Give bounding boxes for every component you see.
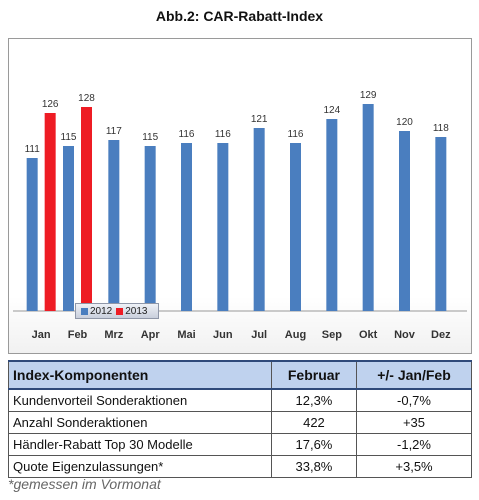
row-label: Quote Eigenzulassungen* <box>8 455 272 478</box>
x-tick-label-Mai: Mai <box>177 329 195 341</box>
row-february-value: 12,3% <box>270 388 358 412</box>
data-label-2012-Jan: 111 <box>25 144 41 155</box>
x-tick-label-Apr: Apr <box>141 329 161 341</box>
data-label-2012-Nov: 120 <box>396 117 413 128</box>
x-tick-label-Sep: Sep <box>322 329 342 341</box>
table-row: Quote Eigenzulassungen* 33,8% +3,5% <box>8 455 472 478</box>
x-tick-label-Feb: Feb <box>68 329 88 341</box>
table-header-row: Index-Komponenten Februar +/- Jan/Feb <box>8 360 472 390</box>
legend-swatch-2012 <box>81 307 88 315</box>
chart-area: 111 126 Jan 115 128 Feb 117 Mrz 115 Apr 116 Mai 116 J… <box>8 38 472 354</box>
data-label-2012-Sep: 124 <box>323 105 340 116</box>
bar-2012-Jul <box>253 128 265 311</box>
index-components-table: Index-Komponenten Februar +/- Jan/Feb Ku… <box>8 360 472 478</box>
data-label-2012-Jun: 116 <box>215 129 231 140</box>
figure-title: Abb.2: CAR-Rabatt-Index <box>155 8 324 24</box>
bar-2012-Apr <box>144 146 156 311</box>
table-row: Kundenvorteil Sonderaktionen 12,3% -0,7% <box>8 388 472 412</box>
x-tick-label-Nov: Nov <box>394 329 416 341</box>
data-label-2012-Dez: 118 <box>433 123 449 134</box>
x-tick-label-Dez: Dez <box>431 329 451 341</box>
header-february: Februar <box>270 360 358 390</box>
row-change-value: -0,7% <box>356 388 472 412</box>
data-label-2012-Mai: 116 <box>179 129 195 140</box>
header-components: Index-Komponenten <box>8 360 272 390</box>
data-label-2013-Feb: 128 <box>78 93 95 104</box>
table-row: Anzahl Sonderaktionen 422 +35 <box>8 411 472 434</box>
bar-2012-Dez <box>435 137 447 311</box>
x-tick-label-Mrz: Mrz <box>104 329 123 341</box>
x-tick-label-Okt: Okt <box>359 329 378 341</box>
legend-entry-2013: 2013 <box>116 305 148 317</box>
data-label-2012-Apr: 115 <box>142 132 158 143</box>
bar-2012-Aug <box>290 143 301 311</box>
data-label-2012-Mrz: 117 <box>106 126 122 137</box>
footnote: *gemessen im Vormonat <box>8 476 161 492</box>
row-label: Anzahl Sonderaktionen <box>8 411 272 434</box>
row-label: Kundenvorteil Sonderaktionen <box>8 388 272 412</box>
data-label-2012-Feb: 115 <box>61 132 77 143</box>
data-label-2013-Jan: 126 <box>42 99 59 110</box>
bar-chart: 111 126 Jan 115 128 Feb 117 Mrz 115 Apr 116 Mai 116 J… <box>13 90 467 341</box>
bar-2012-Jan <box>26 158 38 311</box>
bar-2012-Okt <box>362 104 374 311</box>
header-change: +/- Jan/Feb <box>356 360 472 390</box>
bar-2012-Mai <box>181 143 192 311</box>
bar-2012-Mrz <box>108 140 120 311</box>
data-label-2012-Jul: 121 <box>251 114 268 125</box>
legend-label-2013: 2013 <box>125 305 148 317</box>
data-label-2012-Aug: 116 <box>288 129 304 140</box>
data-label-2012-Okt: 129 <box>360 90 377 101</box>
row-february-value: 17,6% <box>270 433 358 456</box>
bar-2013-Jan <box>44 113 56 311</box>
chart-legend: 2012 2013 <box>75 303 159 319</box>
legend-entry-2012: 2012 <box>81 306 112 317</box>
row-change-value: +3,5% <box>356 455 472 478</box>
row-february-value: 422 <box>270 411 358 434</box>
x-tick-label-Jul: Jul <box>251 329 267 341</box>
row-change-value: -1,2% <box>356 433 472 456</box>
x-tick-label-Aug: Aug <box>285 329 306 341</box>
legend-label-2012: 2012 <box>90 305 113 317</box>
row-february-value: 33,8% <box>270 455 358 478</box>
bar-2012-Sep <box>326 119 338 311</box>
x-tick-label-Jan: Jan <box>32 329 51 341</box>
bar-2012-Nov <box>399 131 410 311</box>
legend-swatch-2013 <box>116 307 124 315</box>
bar-2013-Feb <box>81 107 92 311</box>
row-label: Händler-Rabatt Top 30 Modelle <box>8 433 272 456</box>
row-change-value: +35 <box>356 411 472 434</box>
x-tick-label-Jun: Jun <box>213 329 233 341</box>
bar-2012-Jun <box>217 143 229 311</box>
bar-2012-Feb <box>63 146 74 311</box>
table-row: Händler-Rabatt Top 30 Modelle 17,6% -1,2… <box>8 433 472 456</box>
